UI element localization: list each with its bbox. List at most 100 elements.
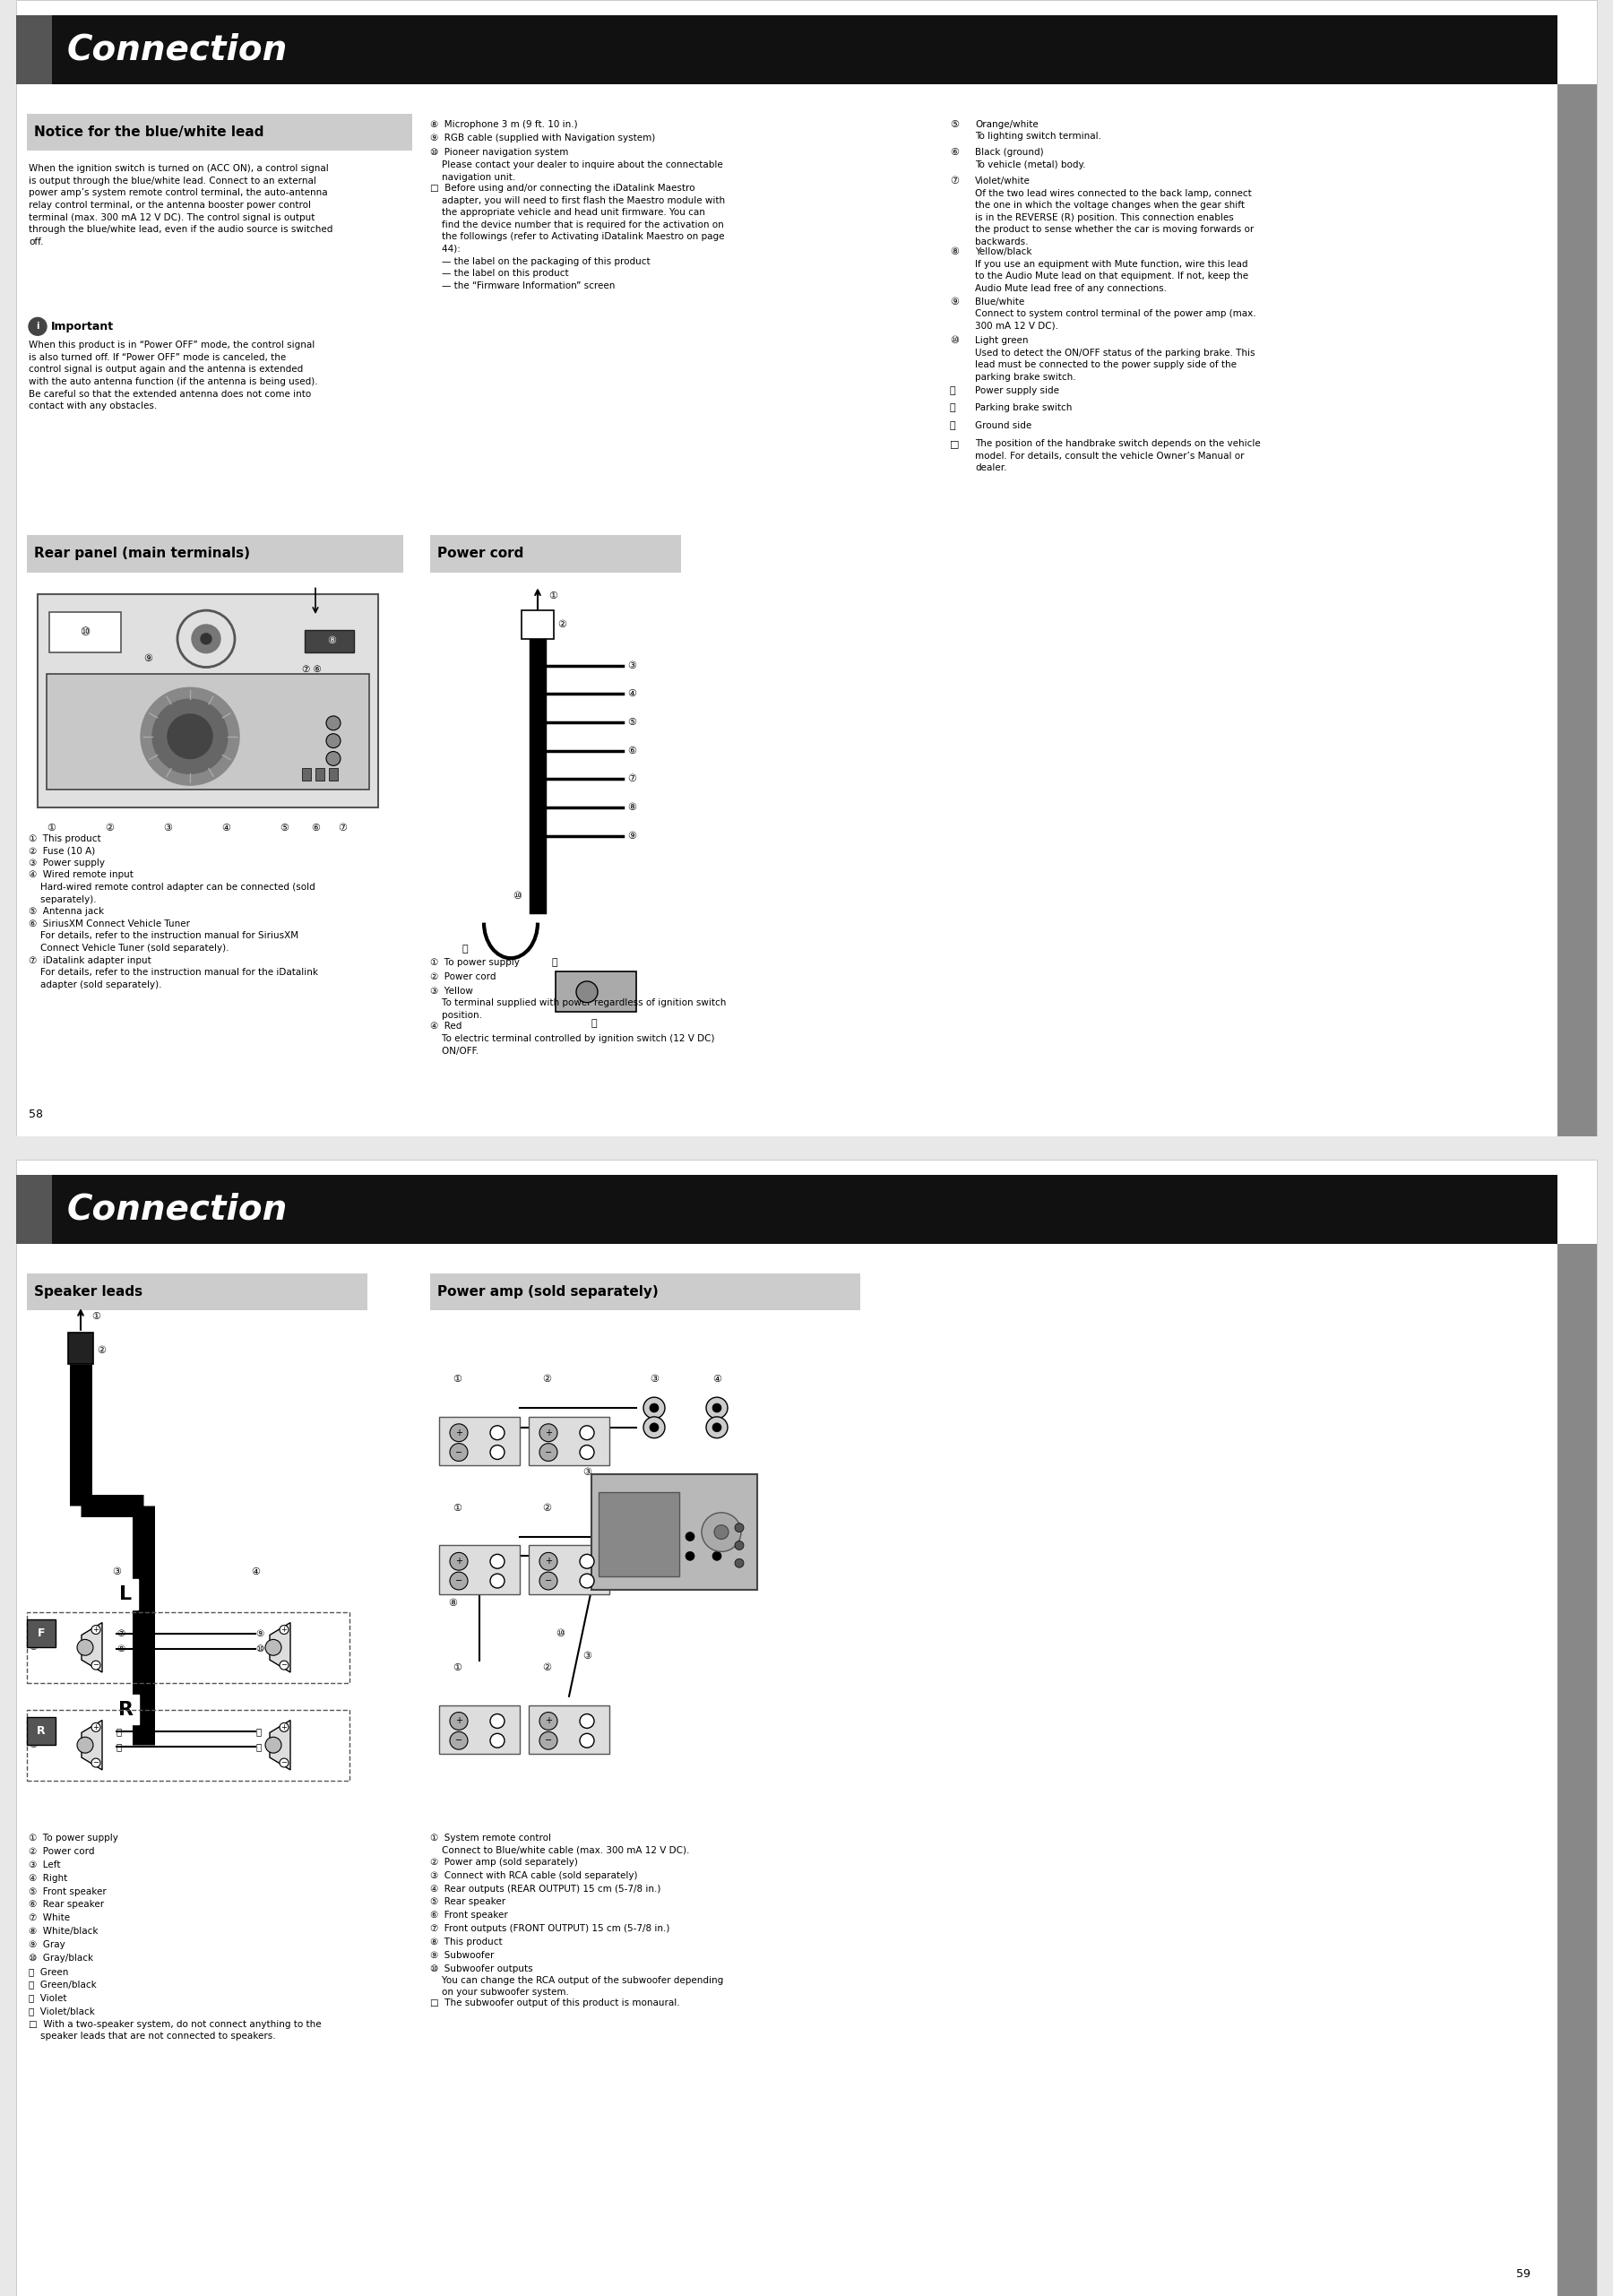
Text: ⑩: ⑩	[555, 1630, 565, 1639]
FancyBboxPatch shape	[529, 1417, 610, 1465]
FancyBboxPatch shape	[555, 971, 636, 1013]
Text: ①: ①	[47, 824, 55, 831]
Text: ⑤: ⑤	[534, 1444, 542, 1453]
Text: ⑫: ⑫	[950, 404, 957, 413]
Text: ⑦  White: ⑦ White	[29, 1913, 69, 1922]
FancyBboxPatch shape	[439, 1417, 519, 1465]
Text: +: +	[545, 1428, 552, 1437]
Circle shape	[579, 1554, 594, 1568]
Circle shape	[450, 1573, 468, 1589]
Text: −: −	[545, 1736, 552, 1745]
Text: ⑦ ⑥: ⑦ ⑥	[302, 666, 321, 675]
Text: ②: ②	[542, 1375, 552, 1384]
Text: Important: Important	[52, 321, 115, 333]
Text: ⑩  Subwoofer outputs
    You can change the RCA output of the subwoofer dependin: ⑩ Subwoofer outputs You can change the R…	[431, 1963, 723, 1998]
Text: ②: ②	[105, 824, 115, 831]
Circle shape	[650, 1403, 658, 1412]
FancyBboxPatch shape	[68, 1332, 94, 1364]
Text: −: −	[455, 1449, 463, 1456]
Text: ②: ②	[542, 1504, 552, 1513]
Text: ③: ③	[163, 824, 173, 831]
Text: ①: ①	[453, 1504, 461, 1513]
Text: ③: ③	[111, 1568, 121, 1577]
Text: Rear panel (main terminals): Rear panel (main terminals)	[34, 546, 250, 560]
Text: R: R	[37, 1724, 45, 1736]
Polygon shape	[82, 1720, 102, 1770]
Text: ⑦  Front outputs (FRONT OUTPUT) 15 cm (5-7/8 in.): ⑦ Front outputs (FRONT OUTPUT) 15 cm (5-…	[431, 1924, 669, 1933]
Text: Light green
Used to detect the ON/OFF status of the parking brake. This
lead mus: Light green Used to detect the ON/OFF st…	[974, 335, 1255, 381]
Text: ⑥: ⑥	[950, 149, 958, 156]
Circle shape	[490, 1733, 505, 1747]
Circle shape	[579, 1733, 594, 1747]
FancyBboxPatch shape	[431, 535, 681, 572]
Text: ⑨: ⑨	[534, 1731, 542, 1740]
FancyBboxPatch shape	[27, 1272, 368, 1311]
Circle shape	[490, 1573, 505, 1589]
Text: ⑤: ⑤	[950, 119, 958, 129]
Circle shape	[77, 1639, 94, 1655]
Text: ③: ③	[650, 1375, 658, 1384]
Text: Parking brake switch: Parking brake switch	[974, 404, 1073, 413]
Text: F: F	[37, 1628, 45, 1639]
Text: ⑤: ⑤	[627, 719, 636, 726]
Circle shape	[539, 1444, 558, 1460]
Circle shape	[92, 1759, 100, 1768]
Text: □  With a two-speaker system, do not connect anything to the
    speaker leads t: □ With a two-speaker system, do not conn…	[29, 2020, 321, 2041]
Text: ⑬: ⑬	[950, 422, 957, 429]
Text: ④  Rear outputs (REAR OUTPUT) 15 cm (5-7/8 in.): ④ Rear outputs (REAR OUTPUT) 15 cm (5-7/…	[431, 1885, 661, 1894]
FancyBboxPatch shape	[16, 16, 52, 85]
Text: □  The subwoofer output of this product is monaural.: □ The subwoofer output of this product i…	[431, 2000, 679, 2007]
Text: ⑩  Gray/black: ⑩ Gray/black	[29, 1954, 94, 1963]
Text: +: +	[281, 1626, 287, 1635]
FancyBboxPatch shape	[529, 1545, 610, 1593]
Text: ⑧  This product: ⑧ This product	[431, 1938, 502, 1947]
Text: ⑫: ⑫	[552, 957, 556, 967]
Circle shape	[539, 1573, 558, 1589]
Text: Ground side: Ground side	[974, 422, 1032, 429]
Text: ②  Power amp (sold separately): ② Power amp (sold separately)	[431, 1857, 577, 1867]
Text: ④: ④	[713, 1375, 721, 1384]
Text: ⑪: ⑪	[461, 946, 468, 953]
Circle shape	[490, 1444, 505, 1460]
FancyBboxPatch shape	[16, 1159, 1597, 2296]
Text: ⑥: ⑥	[627, 746, 636, 755]
Text: ①: ①	[92, 1311, 100, 1320]
Circle shape	[265, 1738, 281, 1754]
Text: Power amp (sold separately): Power amp (sold separately)	[437, 1286, 658, 1300]
Text: −: −	[281, 1662, 287, 1669]
Circle shape	[326, 751, 340, 765]
Text: ⑨  Gray: ⑨ Gray	[29, 1940, 65, 1949]
FancyBboxPatch shape	[27, 1717, 55, 1745]
Circle shape	[450, 1731, 468, 1750]
FancyBboxPatch shape	[439, 1706, 519, 1754]
Circle shape	[279, 1660, 289, 1669]
Circle shape	[450, 1552, 468, 1570]
Circle shape	[200, 634, 211, 645]
Circle shape	[490, 1715, 505, 1729]
FancyBboxPatch shape	[529, 1706, 610, 1754]
Text: i: i	[35, 321, 39, 331]
Text: ①  This product
②  Fuse (10 A)
③  Power supply
④  Wired remote input
    Hard-wi: ① This product ② Fuse (10 A) ③ Power sup…	[29, 833, 318, 990]
Text: ⑩: ⑩	[950, 335, 958, 344]
Text: ④: ④	[252, 1568, 260, 1577]
Text: ⑦: ⑦	[713, 1504, 721, 1513]
Text: ⑬: ⑬	[592, 1019, 597, 1029]
Circle shape	[450, 1424, 468, 1442]
FancyBboxPatch shape	[37, 595, 377, 808]
Circle shape	[702, 1513, 740, 1552]
Text: ②  Power cord: ② Power cord	[431, 974, 497, 980]
Polygon shape	[269, 1623, 290, 1671]
Circle shape	[279, 1722, 289, 1731]
Text: ⑨: ⑨	[255, 1630, 263, 1639]
Text: R: R	[118, 1701, 132, 1717]
Text: □  Before using and/or connecting the iDatalink Maestro
    adapter, you will ne: □ Before using and/or connecting the iDa…	[431, 184, 726, 289]
FancyBboxPatch shape	[50, 613, 121, 652]
Text: −: −	[281, 1759, 287, 1768]
Text: 58: 58	[29, 1109, 44, 1120]
Circle shape	[713, 1531, 721, 1541]
Text: ①  To power supply: ① To power supply	[29, 1835, 118, 1844]
Text: ⑤  Rear speaker: ⑤ Rear speaker	[431, 1896, 505, 1906]
Text: ⑨: ⑨	[627, 831, 636, 840]
Circle shape	[168, 714, 213, 758]
Text: ⑧: ⑧	[950, 248, 958, 257]
